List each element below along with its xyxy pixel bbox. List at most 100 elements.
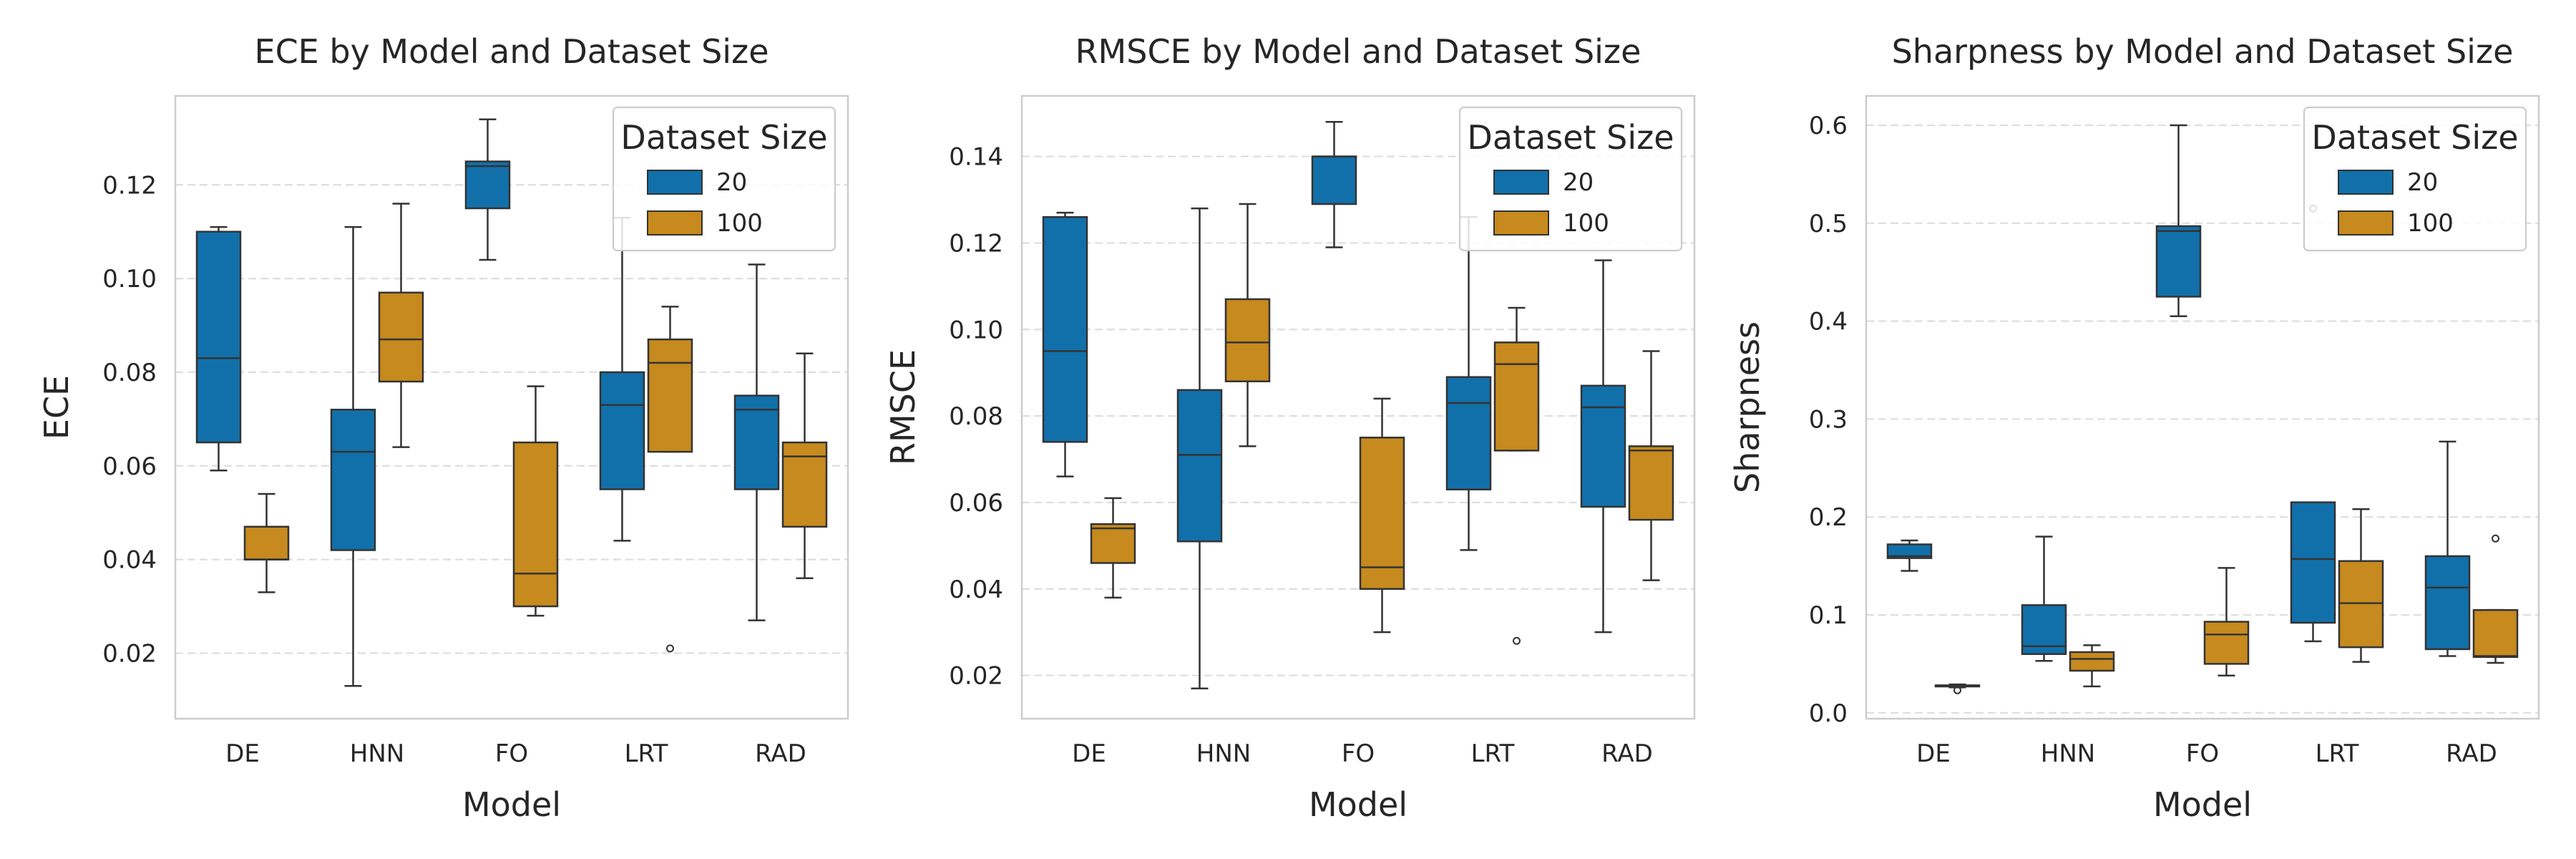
legend-swatch-size-100 xyxy=(647,210,703,236)
box-rad-size-20 xyxy=(733,263,780,621)
legend-title: Dataset Size xyxy=(2311,118,2518,157)
box-fo-size-100 xyxy=(1359,397,1405,634)
x-tick-label: FO xyxy=(1342,739,1375,768)
legend-label-size-20: 20 xyxy=(1563,168,1594,197)
legend-title: Dataset Size xyxy=(1467,118,1674,157)
y-tick-label: 0.10 xyxy=(949,316,1003,344)
box-body xyxy=(2338,560,2384,649)
box-fo-size-100 xyxy=(2203,567,2250,677)
box-body xyxy=(599,371,645,490)
legend: Dataset Size 20 100 xyxy=(2303,106,2527,252)
box-body xyxy=(1580,384,1626,508)
y-tick-label: 0.4 xyxy=(1809,308,1848,336)
box-fo-size-20 xyxy=(2155,124,2202,318)
legend-swatch-size-100 xyxy=(2338,210,2394,236)
box-de-size-100 xyxy=(1090,497,1136,599)
box-body xyxy=(1176,389,1223,543)
legend: Dataset Size 20 100 xyxy=(612,106,836,252)
y-tick-label: 0.06 xyxy=(102,452,157,481)
chart-panel-2: 0.02 0.04 0.06 0.08 0.10 0.12 0.14 DE HNN FO LRT RA… xyxy=(884,32,1696,824)
box-body xyxy=(1224,298,1271,383)
box-lrt-size-20 xyxy=(2290,204,2336,643)
box-hnn-size-20 xyxy=(330,225,376,687)
chart-title: Sharpness by Model and Dataset Size xyxy=(1892,32,2514,71)
x-tick-label: LRT xyxy=(1471,739,1515,768)
y-tick-label: 0.04 xyxy=(949,576,1003,604)
box-fo-size-20 xyxy=(464,118,511,261)
box-fo-size-100 xyxy=(512,385,559,617)
box-body xyxy=(733,394,780,490)
x-axis-label: Model xyxy=(1309,785,1407,824)
x-tick-label: HNN xyxy=(1196,739,1251,768)
x-tick-label: LRT xyxy=(625,739,668,768)
y-tick-label: 0.6 xyxy=(1809,112,1848,140)
box-body xyxy=(647,338,693,453)
y-axis-label: ECE xyxy=(37,375,76,440)
chart-title: RMSCE by Model and Dataset Size xyxy=(1075,32,1641,71)
x-tick-label: HNN xyxy=(350,739,404,768)
legend-swatch-size-20 xyxy=(1493,170,1549,195)
x-tick-label: LRT xyxy=(2316,739,2359,768)
box-rad-size-20 xyxy=(2424,440,2471,657)
y-tick-label: 0.2 xyxy=(1809,503,1848,532)
y-tick-label: 0.10 xyxy=(102,265,157,293)
y-axis-label: RMSCE xyxy=(884,349,922,465)
box-hnn-size-100 xyxy=(378,203,424,448)
x-tick-label: RAD xyxy=(1601,739,1653,768)
box-body xyxy=(2069,651,2115,672)
y-tick-label: 0.3 xyxy=(1809,405,1848,434)
box-lrt-size-100 xyxy=(2338,508,2384,663)
box-rad-size-100 xyxy=(781,352,828,580)
legend: Dataset Size 20 100 xyxy=(1458,106,1683,252)
y-tick-label: 0.08 xyxy=(102,359,157,387)
box-fo-size-20 xyxy=(1311,121,1357,248)
box-body xyxy=(1090,523,1136,564)
legend-label-size-20: 20 xyxy=(2407,168,2438,197)
x-tick-label: HNN xyxy=(2041,739,2095,768)
x-tick-label: RAD xyxy=(2446,739,2497,768)
box-lrt-size-20 xyxy=(1445,215,1492,551)
box-hnn-size-100 xyxy=(1224,203,1271,447)
x-tick-label: FO xyxy=(495,739,528,768)
box-hnn-size-100 xyxy=(2069,644,2115,688)
outlier-point xyxy=(666,644,674,653)
legend-title: Dataset Size xyxy=(620,118,827,157)
box-de-size-20 xyxy=(1042,211,1088,477)
box-body xyxy=(1042,215,1088,443)
box-body xyxy=(2424,555,2471,651)
chart-title: ECE by Model and Dataset Size xyxy=(255,32,769,71)
legend-label-size-100: 100 xyxy=(2407,209,2454,238)
box-body xyxy=(378,291,424,383)
y-tick-label: 0.06 xyxy=(949,489,1003,518)
legend-label-size-100: 100 xyxy=(1563,209,1609,238)
chart-panel-1: 0.02 0.04 0.06 0.08 0.10 0.12 DE HNN FO LRT RAD ECE… xyxy=(37,32,849,824)
x-tick-label: RAD xyxy=(755,739,806,768)
box-body xyxy=(2290,501,2336,624)
legend-label-size-20: 20 xyxy=(716,168,747,197)
box-body xyxy=(512,441,559,608)
x-axis-label: Model xyxy=(2153,785,2252,824)
outlier-point xyxy=(2492,534,2499,543)
box-de-size-100 xyxy=(1934,683,1981,694)
y-tick-label: 0.0 xyxy=(1809,699,1848,728)
y-tick-label: 0.5 xyxy=(1809,210,1848,238)
box-body xyxy=(1493,341,1540,452)
outlier-point xyxy=(1513,636,1521,645)
y-tick-label: 0.12 xyxy=(949,229,1003,258)
box-body xyxy=(1445,376,1492,491)
y-tick-label: 0.08 xyxy=(949,402,1003,431)
y-tick-label: 0.14 xyxy=(949,143,1003,172)
y-tick-label: 0.02 xyxy=(949,662,1003,691)
plot-frame xyxy=(1020,94,1696,720)
y-tick-label: 0.02 xyxy=(102,639,157,668)
box-body xyxy=(1628,445,1674,521)
box-body xyxy=(2203,621,2250,665)
y-tick-label: 0.1 xyxy=(1809,601,1848,630)
x-tick-label: FO xyxy=(2186,739,2219,768)
box-lrt-size-100 xyxy=(1493,306,1540,645)
box-body xyxy=(243,525,290,560)
legend-label-size-100: 100 xyxy=(716,209,763,238)
plot-frame xyxy=(174,94,849,720)
box-body xyxy=(1359,437,1405,591)
